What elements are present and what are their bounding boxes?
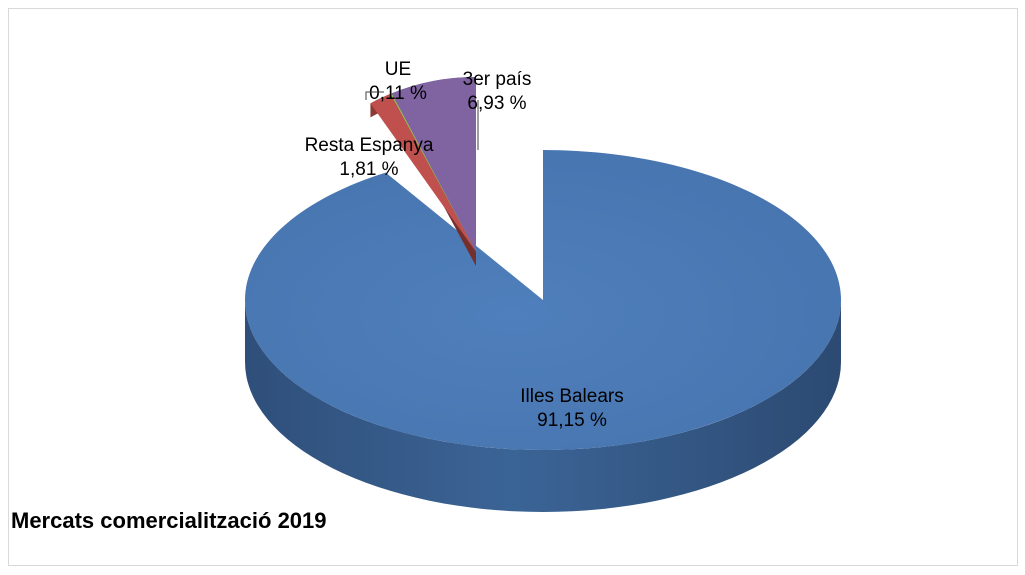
value-ue: 0,11 % (369, 83, 427, 104)
slice-resta-espanya (370, 93, 476, 252)
slice-3er-pa-s (391, 77, 476, 252)
label-illes-balears: Illes Balears (520, 386, 624, 407)
label-3er-pa-s: 3er país (463, 69, 532, 90)
value-illes-balears: 91,15 % (537, 410, 607, 431)
chart-title: Mercats comercialització 2019 (11, 508, 327, 533)
label-ue: UE (385, 59, 411, 80)
slice-illes-balears (244, 150, 842, 450)
slices-group (244, 77, 842, 512)
leader-line-ue (365, 91, 384, 100)
slice-ue (390, 93, 476, 253)
labels-group: Illes Balears 91,15 % Resta Espanya 1,81 % U… (305, 59, 624, 431)
label-resta-espanya: Resta Espanya (305, 135, 434, 156)
slice-side-illes-balears (245, 300, 841, 512)
value-resta-espanya: 1,81 % (339, 159, 398, 180)
value-3er-pa-s: 6,93 % (467, 93, 526, 114)
